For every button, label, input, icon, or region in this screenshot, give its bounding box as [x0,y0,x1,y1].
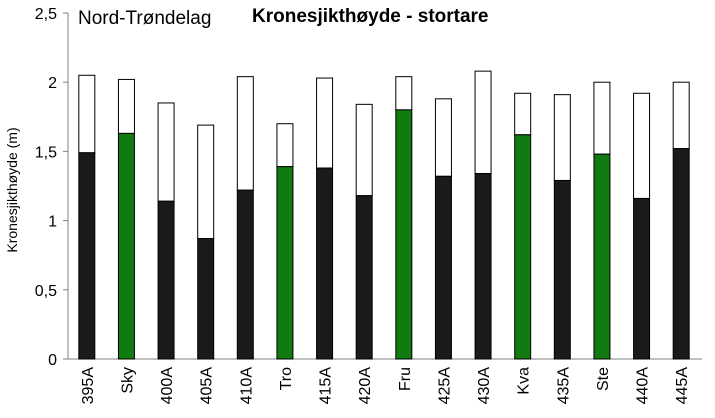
x-tick-label: 405A [199,367,216,405]
x-tick-label: 410A [238,367,255,405]
bar-lower-segment [593,153,611,360]
x-tick-label: Tro [278,367,295,391]
x-tick-label: 395A [80,367,97,405]
bar-lower-segment [236,189,254,360]
y-tick-label: 1,5 [35,144,57,161]
bar-upper-segment [514,92,532,136]
bar-upper-segment [316,77,334,169]
x-tick-label: 430A [476,367,493,405]
bar-upper-segment [553,94,571,181]
bar-lower-segment [316,167,334,360]
bar-upper-segment [434,98,452,177]
bar-upper-segment [276,123,294,168]
bar-lower-segment [514,134,532,360]
bar-upper-segment [78,74,96,154]
bar-lower-segment [672,148,690,360]
y-tick-label: 0 [48,352,57,369]
bar-upper-segment [157,102,175,202]
bar-upper-segment [197,124,215,240]
y-tick-label: 2 [48,75,57,92]
x-tick-label: Fru [397,367,414,391]
x-tick-label: 445A [674,367,691,405]
bars [78,70,690,360]
bar-lower-segment [355,195,373,360]
bar-lower-segment [276,166,294,360]
bar-upper-segment [395,76,413,111]
y-tick-label: 2,5 [35,6,57,23]
x-tick-label: 400A [159,367,176,405]
bar-lower-segment [434,175,452,360]
bar-upper-segment [593,81,611,155]
y-axis-ticks [63,12,68,360]
y-tick-label: 0,5 [35,283,57,300]
region-label: Nord-Trøndelag [78,8,211,29]
bar-lower-segment [553,179,571,360]
y-axis-tick-labels: 0 0,5 1 1,5 2 2,5 [35,6,57,369]
x-axis-tick-labels: 395A Sky 400A 405A 410A Tro 415A 420A Fru 425A 430… [80,367,691,405]
bar-upper-segment [355,103,373,197]
y-tick-label: 1 [48,214,57,231]
bar-upper-segment [117,78,135,134]
chart-title: Kronesjikthøyde - stortare [252,6,489,27]
bar-lower-segment [157,200,175,360]
x-tick-label: 440A [635,367,652,405]
bar-lower-segment [474,173,492,360]
bar-upper-segment [633,92,651,199]
x-tick-label: 420A [357,367,374,405]
x-tick-label: 415A [318,367,335,405]
bar-lower-segment [395,109,413,360]
bar-upper-segment [236,76,254,191]
bar-upper-segment [672,81,690,150]
x-tick-label: 435A [555,367,572,405]
x-tick-label: Sky [119,367,136,394]
bar-lower-segment [117,132,135,360]
x-tick-label: Kva [516,367,533,395]
bar-lower-segment [197,238,215,360]
bar-upper-segment [474,70,492,175]
bar-lower-segment [633,197,651,360]
bar-lower-segment [78,152,96,360]
x-tick-label: 425A [436,367,453,405]
y-axis-title: Kronesjikthøyde (m) [4,127,20,252]
x-tick-label: Ste [595,367,612,391]
